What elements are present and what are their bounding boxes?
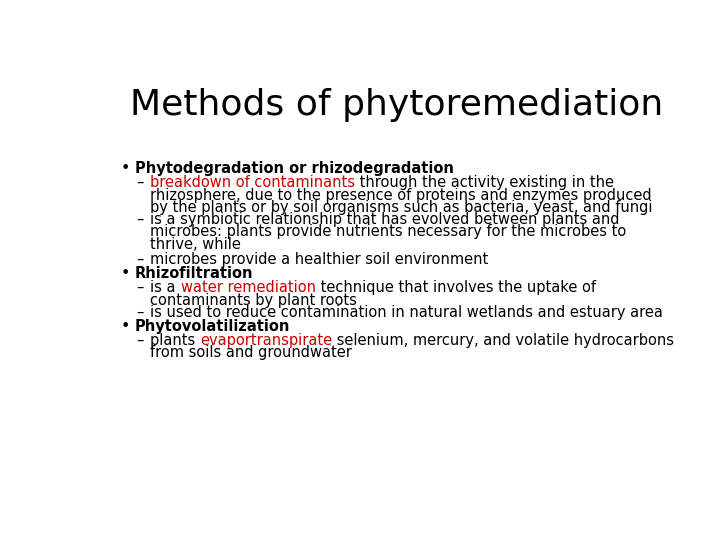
Text: plants: plants (150, 333, 200, 348)
Text: evaportranspirate: evaportranspirate (200, 333, 333, 348)
Text: Phytodegradation or rhizodegradation: Phytodegradation or rhizodegradation (135, 161, 454, 176)
Text: microbes provide a healthier soil environment: microbes provide a healthier soil enviro… (150, 252, 489, 267)
Text: is a: is a (150, 280, 181, 295)
Text: Rhizofiltration: Rhizofiltration (135, 266, 253, 281)
Text: is a symbiotic relationship that has evolved between plants and: is a symbiotic relationship that has evo… (150, 212, 620, 227)
Text: through the activity existing in the: through the activity existing in the (356, 175, 614, 190)
Text: rhizosphere, due to the presence of proteins and enzymes produced: rhizosphere, due to the presence of prot… (150, 187, 652, 202)
Text: from soils and groundwater: from soils and groundwater (150, 345, 352, 360)
Text: –: – (137, 212, 144, 227)
Text: –: – (137, 252, 144, 267)
Text: •: • (121, 161, 130, 176)
Text: –: – (137, 175, 144, 190)
Text: microbes: plants provide nutrients necessary for the microbes to: microbes: plants provide nutrients neces… (150, 225, 626, 240)
Text: water remediation: water remediation (181, 280, 315, 295)
Text: Methods of phytoremediation: Methods of phytoremediation (130, 88, 664, 122)
Text: –: – (137, 280, 144, 295)
Text: Phytovolatilization: Phytovolatilization (135, 319, 290, 334)
Text: technique that involves the uptake of: technique that involves the uptake of (315, 280, 595, 295)
Text: contaminants by plant roots: contaminants by plant roots (150, 293, 357, 308)
Text: thrive, while: thrive, while (150, 237, 241, 252)
Text: •: • (121, 266, 130, 281)
Text: –: – (137, 333, 144, 348)
Text: by the plants or by soil organisms such as bacteria, yeast, and fungi: by the plants or by soil organisms such … (150, 200, 653, 215)
Text: is used to reduce contamination in natural wetlands and estuary area: is used to reduce contamination in natur… (150, 305, 663, 320)
Text: –: – (137, 305, 144, 320)
Text: •: • (121, 319, 130, 334)
Text: breakdown of contaminants: breakdown of contaminants (150, 175, 356, 190)
Text: selenium, mercury, and volatile hydrocarbons: selenium, mercury, and volatile hydrocar… (333, 333, 675, 348)
